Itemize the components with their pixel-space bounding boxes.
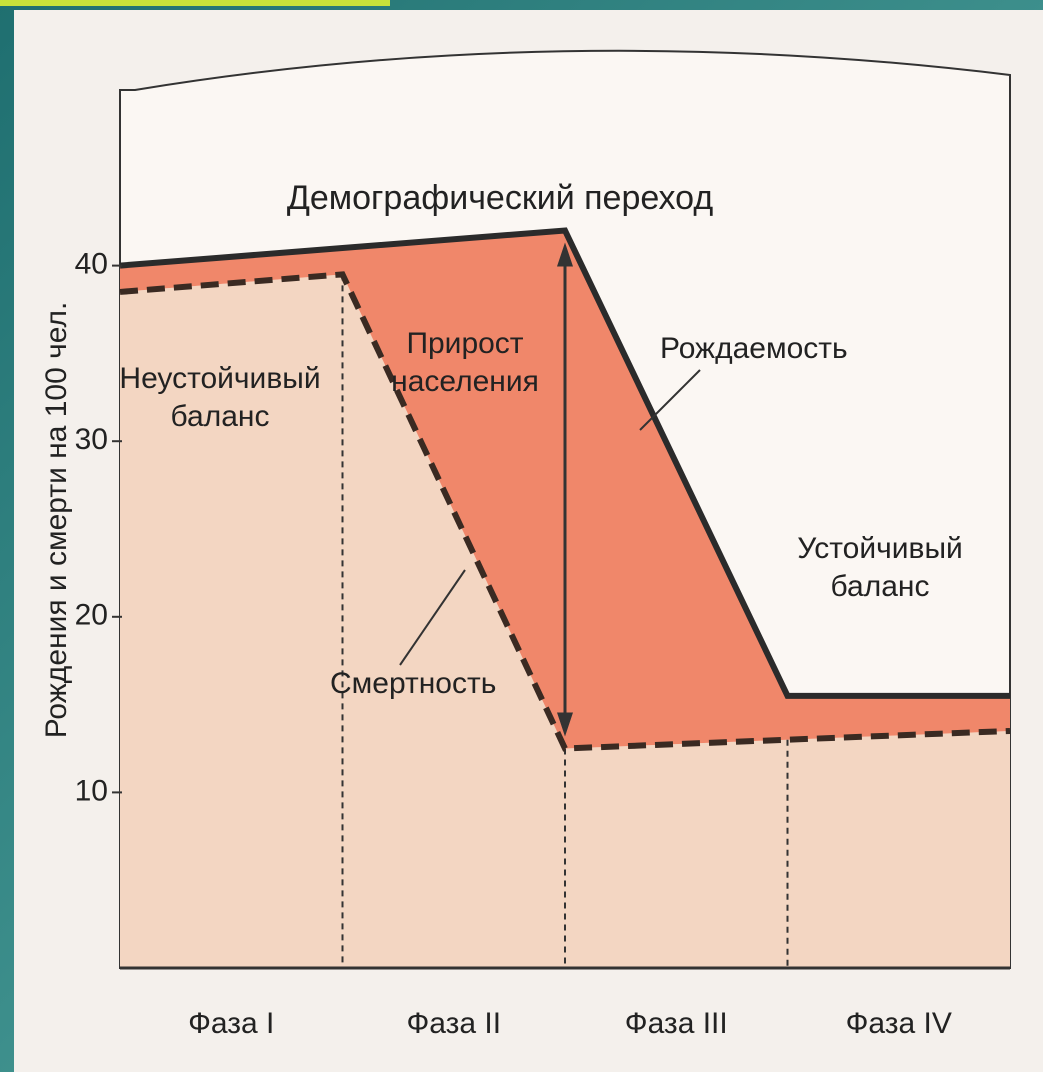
series-line — [119, 227, 1010, 699]
phase-label: Фаза III — [625, 1007, 728, 1040]
phase-label: Фаза I — [188, 1007, 274, 1040]
series-label: Смертность — [330, 667, 496, 700]
plot — [119, 227, 1011, 968]
series-line — [119, 271, 1011, 752]
leader — [639, 369, 701, 431]
accent-bar — [0, 0, 390, 6]
leader — [399, 569, 466, 666]
chart-title: Демографический переход — [287, 179, 714, 217]
annotation: Неустойчивый баланс — [119, 362, 320, 433]
y-tick-label: 10 — [75, 774, 108, 807]
annotation: Прирост населения — [391, 327, 539, 398]
arrow-head — [557, 242, 573, 267]
series-label: Рождаемость — [660, 332, 848, 365]
y-axis-label: Рождения и смерти на 100 чел. — [40, 302, 73, 739]
y-tick-label: 40 — [75, 248, 108, 281]
y-tick-label: 20 — [75, 599, 108, 632]
arrow-head — [557, 712, 573, 737]
y-tick-label: 30 — [75, 423, 108, 456]
phase-label: Фаза II — [406, 1007, 501, 1040]
annotation: Устойчивый баланс — [797, 532, 963, 603]
phase-label: Фаза IV — [846, 1007, 952, 1040]
